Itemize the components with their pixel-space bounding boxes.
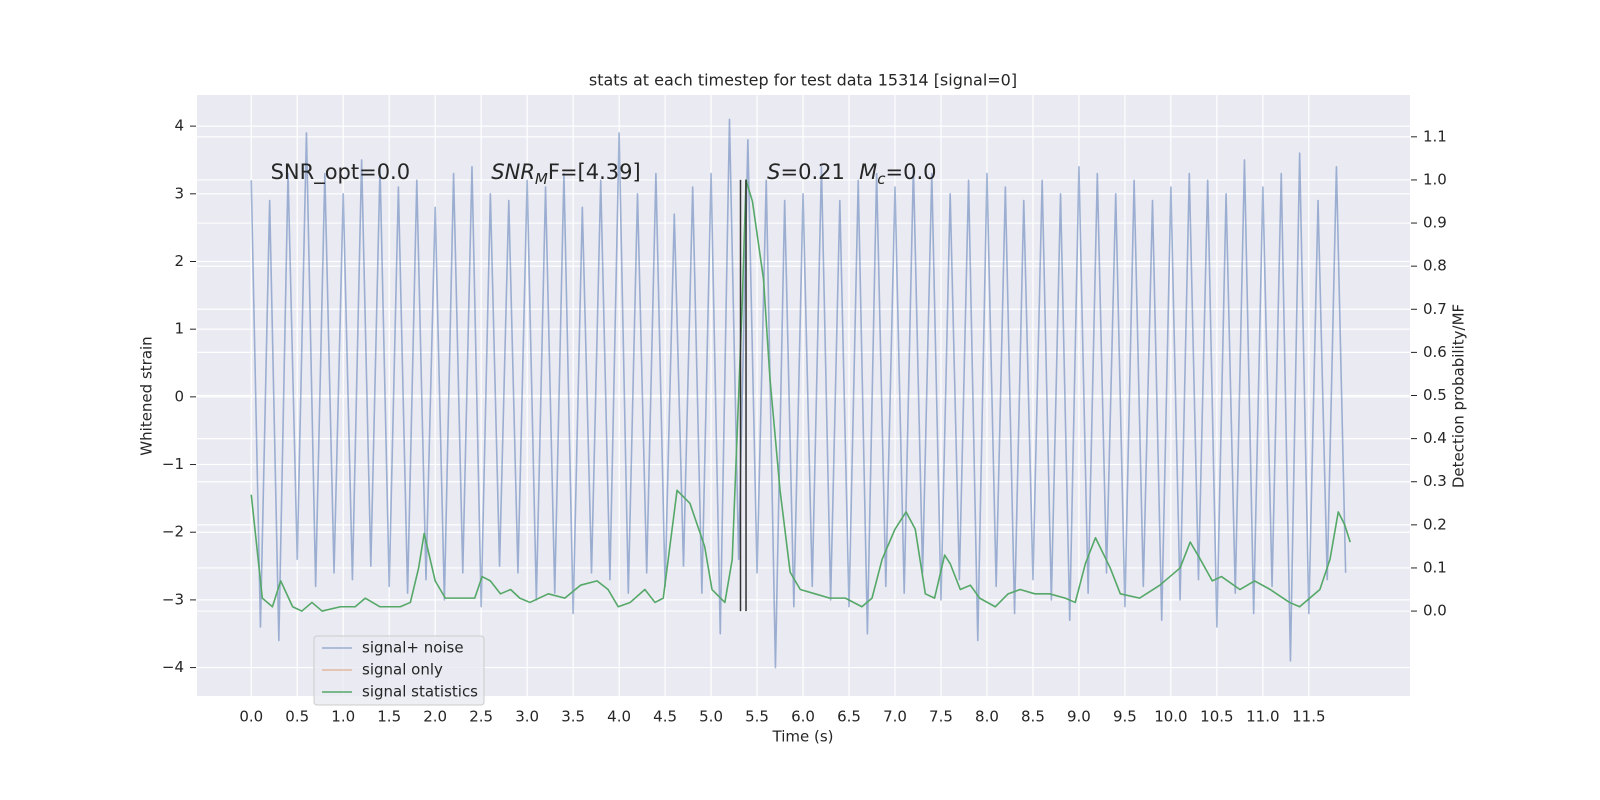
annotation: SNR_opt=0.0 bbox=[271, 160, 411, 185]
y-axis-label: Whitened strain bbox=[138, 336, 156, 455]
x-tick-label: 3.0 bbox=[515, 708, 539, 726]
y-tick-label: 4 bbox=[174, 117, 184, 135]
y-tick-label: 1 bbox=[174, 320, 184, 338]
y-tick-label: −3 bbox=[162, 590, 184, 608]
annotation-part: M bbox=[859, 160, 877, 184]
y2-tick-label: 0.1 bbox=[1423, 558, 1447, 576]
annotation: S=0.21 bbox=[767, 160, 845, 184]
y-tick-label: 3 bbox=[174, 184, 184, 202]
y2-tick-label: 0.4 bbox=[1423, 429, 1447, 447]
x-tick-label: 11.5 bbox=[1292, 708, 1325, 726]
y-tick-label: −1 bbox=[162, 455, 184, 473]
x-tick-label: 5.0 bbox=[699, 708, 723, 726]
annotation: SNRMF=[4.39] bbox=[491, 160, 640, 188]
y-tick-label: −2 bbox=[162, 523, 184, 541]
annotation-part: =0.0 bbox=[886, 160, 937, 184]
series-line bbox=[250, 118, 1347, 669]
y2-tick-label: 0.5 bbox=[1423, 386, 1447, 404]
legend-label: signal only bbox=[362, 661, 443, 679]
annotation-part: c bbox=[877, 169, 886, 187]
series-line bbox=[250, 179, 1351, 612]
annotation: Mc=0.0 bbox=[859, 160, 936, 188]
x-tick-label: 0.0 bbox=[239, 708, 263, 726]
x-tick-label: 7.5 bbox=[929, 708, 953, 726]
legend-box bbox=[313, 635, 485, 706]
x-tick-label: 9.5 bbox=[1113, 708, 1137, 726]
y2-tick-label: 1.0 bbox=[1423, 170, 1447, 188]
y-tick-label: 2 bbox=[174, 252, 184, 270]
y-tick-label: 0 bbox=[174, 387, 184, 405]
x-tick-label: 2.0 bbox=[423, 708, 447, 726]
annotation-part: S bbox=[767, 160, 780, 184]
annotation-part: M bbox=[535, 169, 548, 187]
x-tick-label: 7.0 bbox=[883, 708, 907, 726]
x-tick-label: 0.5 bbox=[285, 708, 309, 726]
x-tick-label: 6.5 bbox=[837, 708, 861, 726]
x-tick-label: 1.0 bbox=[331, 708, 355, 726]
x-tick-label: 8.5 bbox=[1021, 708, 1045, 726]
y-tick-label: −4 bbox=[162, 658, 184, 676]
x-tick-label: 4.5 bbox=[653, 708, 677, 726]
x-tick-label: 2.5 bbox=[469, 708, 493, 726]
y2-tick-label: 0.9 bbox=[1423, 214, 1447, 232]
chart-title: stats at each timestep for test data 153… bbox=[589, 71, 1017, 90]
x-axis-label: Time (s) bbox=[772, 728, 834, 746]
legend: signal+ noise signal only signal statistic… bbox=[313, 635, 485, 706]
y2-tick-label: 1.1 bbox=[1423, 127, 1447, 145]
x-tick-label: 11.0 bbox=[1246, 708, 1279, 726]
legend-label: signal statistics bbox=[362, 683, 478, 701]
annotation-part: =0.21 bbox=[781, 160, 845, 184]
y2-tick-label: 0.7 bbox=[1423, 300, 1447, 318]
legend-label: signal+ noise bbox=[362, 639, 464, 657]
y2-tick-label: 0.8 bbox=[1423, 257, 1447, 275]
plot bbox=[250, 118, 1351, 669]
x-tick-label: 9.0 bbox=[1067, 708, 1091, 726]
x-tick-label: 4.0 bbox=[607, 708, 631, 726]
x-tick-label: 6.0 bbox=[791, 708, 815, 726]
x-tick-label: 1.5 bbox=[377, 708, 401, 726]
x-tick-label: 10.5 bbox=[1200, 708, 1233, 726]
annotation-part: F=[4.39] bbox=[548, 160, 641, 184]
x-tick-label: 5.5 bbox=[745, 708, 769, 726]
y2-tick-label: 0.6 bbox=[1423, 343, 1447, 361]
y2-tick-label: 0.2 bbox=[1423, 515, 1447, 533]
x-tick-label: 10.0 bbox=[1154, 708, 1187, 726]
x-tick-label: 3.5 bbox=[561, 708, 585, 726]
annotation-part: SNR bbox=[491, 160, 535, 184]
x-tick-label: 8.0 bbox=[975, 708, 999, 726]
y2-tick-label: 0.0 bbox=[1423, 602, 1447, 620]
y2-tick-label: 0.3 bbox=[1423, 472, 1447, 490]
annotation-part: SNR_opt=0.0 bbox=[271, 160, 411, 185]
y2-axis-label: Detection probability/MF bbox=[1450, 304, 1468, 488]
